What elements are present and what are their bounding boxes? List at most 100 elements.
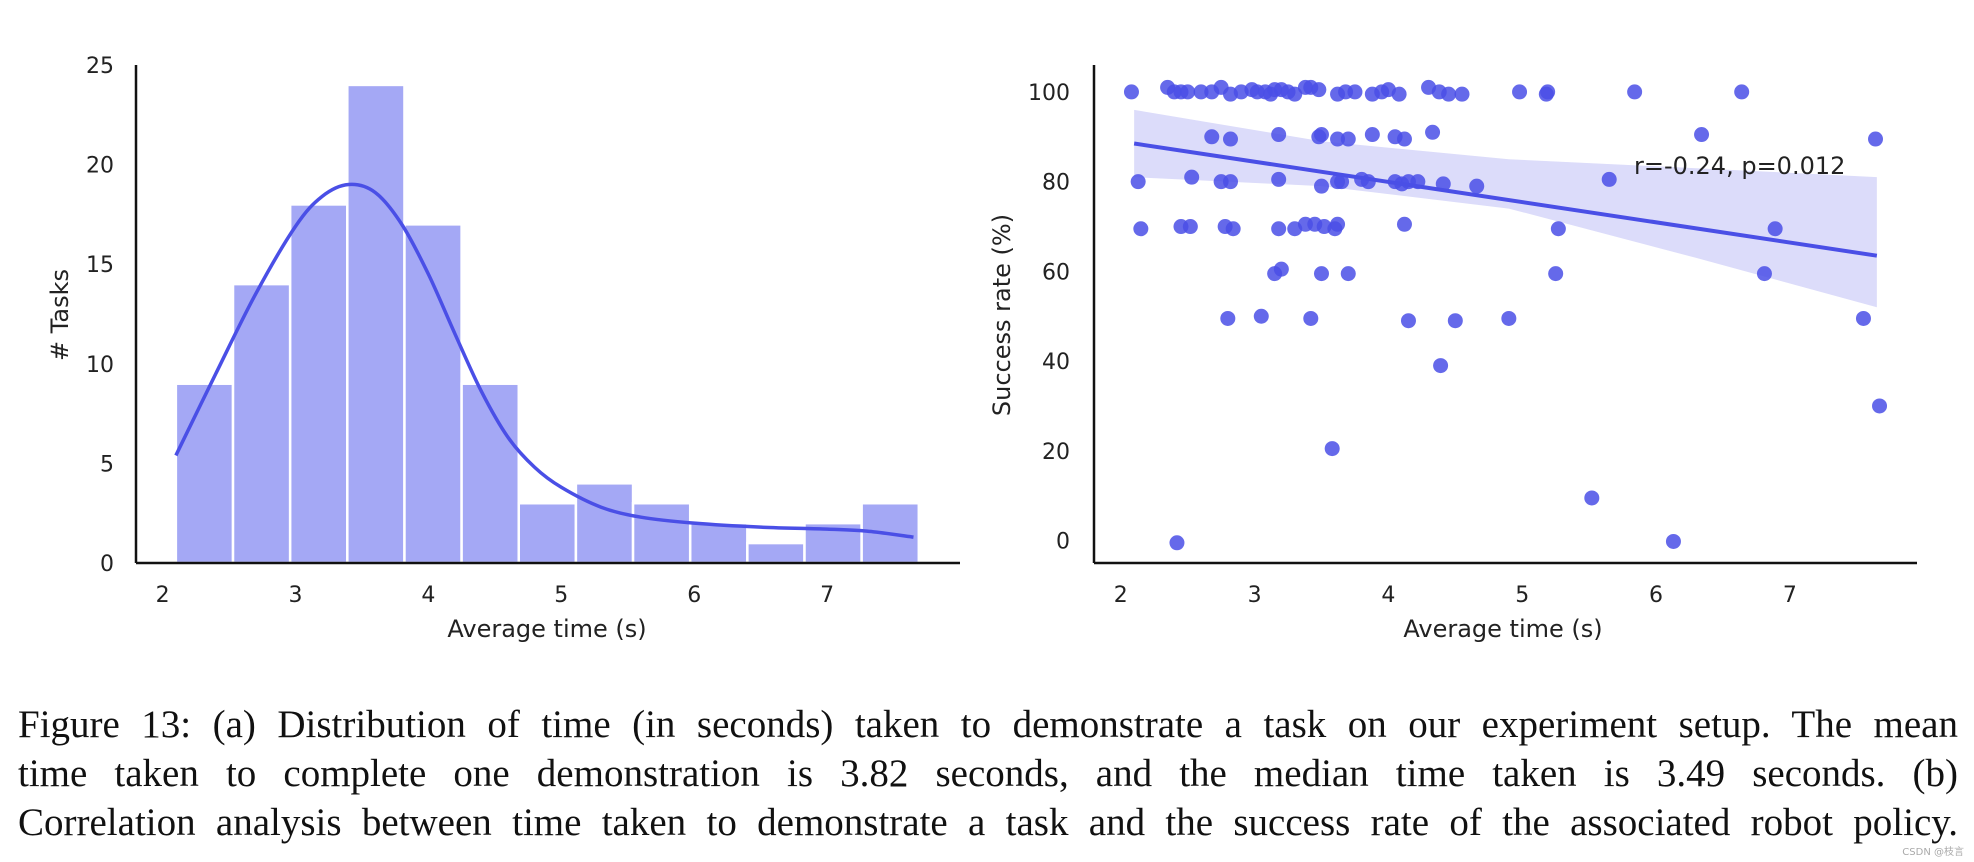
hist-x-tick-labels: 2 3 4 5 6 7 bbox=[156, 583, 835, 608]
scatter-point bbox=[1220, 310, 1236, 326]
scatter-point bbox=[1469, 178, 1485, 194]
scatter-point bbox=[1734, 84, 1750, 100]
scatter-point bbox=[1400, 313, 1416, 329]
x-tick-label: 2 bbox=[156, 583, 170, 608]
scatter-point bbox=[1396, 131, 1412, 147]
histogram-bar bbox=[288, 203, 349, 565]
scatter-point bbox=[1548, 266, 1564, 282]
x-tick-label: 7 bbox=[1783, 583, 1797, 608]
x-tick-label: 6 bbox=[687, 583, 701, 608]
caption-line: Figure 13: (a) Distribution of time (in … bbox=[18, 703, 1958, 746]
scatter-point bbox=[1425, 124, 1441, 140]
scatter-points bbox=[1123, 79, 1888, 551]
histogram-bar bbox=[231, 282, 292, 565]
scatter-point bbox=[1441, 86, 1457, 102]
y-tick-label: 15 bbox=[86, 253, 114, 278]
scatter-point bbox=[1303, 310, 1319, 326]
x-tick-label: 6 bbox=[1649, 583, 1663, 608]
scatter-point bbox=[1182, 219, 1198, 235]
caption-line: time taken to complete one demonstration… bbox=[18, 752, 1958, 795]
scatter-panel: 2 3 4 5 6 7 0 20 40 60 80 100 r=-0.24, p=0.012 Ave… bbox=[988, 65, 1917, 643]
y-tick-label: 25 bbox=[86, 54, 114, 79]
scatter-point bbox=[1330, 216, 1346, 232]
scatter-x-axis-label: Average time (s) bbox=[1403, 615, 1602, 643]
scatter-point bbox=[1340, 266, 1356, 282]
scatter-point bbox=[1694, 127, 1710, 143]
scatter-point bbox=[1184, 169, 1200, 185]
histogram-bar bbox=[517, 501, 578, 565]
scatter-point bbox=[1313, 127, 1329, 143]
scatter-point bbox=[1193, 84, 1209, 100]
scatter-point bbox=[1347, 84, 1363, 100]
scatter-point bbox=[1130, 174, 1146, 190]
scatter-point bbox=[1868, 131, 1884, 147]
scatter-point bbox=[1311, 82, 1327, 98]
scatter-point bbox=[1253, 308, 1269, 324]
histogram-bar bbox=[746, 541, 806, 565]
scatter-y-tick-labels: 0 20 40 60 80 100 bbox=[1028, 81, 1070, 555]
histogram-bar bbox=[574, 482, 635, 565]
scatter-point bbox=[1123, 84, 1139, 100]
scatter-point bbox=[1271, 221, 1287, 237]
histogram-bars bbox=[174, 83, 921, 565]
histogram-bar bbox=[403, 223, 463, 565]
hist-y-axis-label: # Tasks bbox=[46, 269, 74, 361]
scatter-point bbox=[1665, 533, 1681, 549]
scatter-point bbox=[1627, 84, 1643, 100]
figure-canvas: 2 3 4 5 6 7 0 5 10 15 20 25 Average time (s) # Tas… bbox=[46, 54, 1917, 643]
figure-caption: Figure 13: (a) Distribution of time (in … bbox=[18, 700, 1958, 847]
y-tick-label: 20 bbox=[86, 154, 114, 179]
scatter-point bbox=[1330, 131, 1346, 147]
scatter-point bbox=[1433, 358, 1449, 374]
confidence-band bbox=[1134, 109, 1877, 308]
kde-curve bbox=[174, 182, 914, 539]
y-tick-label: 20 bbox=[1042, 440, 1070, 465]
scatter-point bbox=[1313, 178, 1329, 194]
x-tick-label: 3 bbox=[288, 583, 302, 608]
scatter-point bbox=[1501, 310, 1517, 326]
histogram-bar bbox=[460, 382, 521, 565]
scatter-point bbox=[1222, 174, 1238, 190]
scatter-point bbox=[1313, 266, 1329, 282]
y-tick-label: 10 bbox=[86, 353, 114, 378]
scatter-point bbox=[1584, 490, 1600, 506]
histogram-bar bbox=[688, 521, 749, 565]
scatter-point bbox=[1222, 131, 1238, 147]
scatter-point bbox=[1169, 535, 1185, 551]
scatter-point bbox=[1447, 313, 1463, 329]
y-tick-label: 60 bbox=[1042, 260, 1070, 285]
scatter-point bbox=[1550, 221, 1566, 237]
x-tick-label: 4 bbox=[421, 583, 435, 608]
scatter-point bbox=[1133, 221, 1149, 237]
scatter-point bbox=[1324, 441, 1340, 457]
correlation-annotation: r=-0.24, p=0.012 bbox=[1634, 152, 1845, 180]
y-tick-label: 0 bbox=[1056, 530, 1070, 555]
scatter-point bbox=[1204, 129, 1220, 145]
scatter-point bbox=[1454, 86, 1470, 102]
scatter-point bbox=[1391, 86, 1407, 102]
hist-x-axis-label: Average time (s) bbox=[447, 615, 646, 643]
histogram-bar bbox=[346, 83, 406, 565]
y-tick-label: 100 bbox=[1028, 81, 1070, 106]
scatter-point bbox=[1540, 84, 1556, 100]
y-tick-label: 0 bbox=[100, 552, 114, 577]
histogram-bar bbox=[631, 501, 692, 565]
scatter-point bbox=[1364, 127, 1380, 143]
x-tick-label: 5 bbox=[1515, 583, 1529, 608]
x-tick-label: 7 bbox=[820, 583, 834, 608]
hist-y-tick-labels: 0 5 10 15 20 25 bbox=[86, 54, 114, 577]
scatter-point bbox=[1767, 221, 1783, 237]
scatter-x-tick-labels: 2 3 4 5 6 7 bbox=[1114, 583, 1797, 608]
scatter-point bbox=[1225, 221, 1241, 237]
scatter-point bbox=[1872, 398, 1888, 414]
y-tick-label: 5 bbox=[100, 452, 114, 477]
scatter-point bbox=[1855, 310, 1871, 326]
scatter-point bbox=[1287, 86, 1303, 102]
caption-line: Correlation analysis between time taken … bbox=[18, 801, 1958, 844]
scatter-point bbox=[1271, 171, 1287, 187]
scatter-point bbox=[1601, 171, 1617, 187]
scatter-point bbox=[1340, 131, 1356, 147]
x-tick-label: 4 bbox=[1381, 583, 1395, 608]
y-tick-label: 40 bbox=[1042, 350, 1070, 375]
x-tick-label: 5 bbox=[554, 583, 568, 608]
